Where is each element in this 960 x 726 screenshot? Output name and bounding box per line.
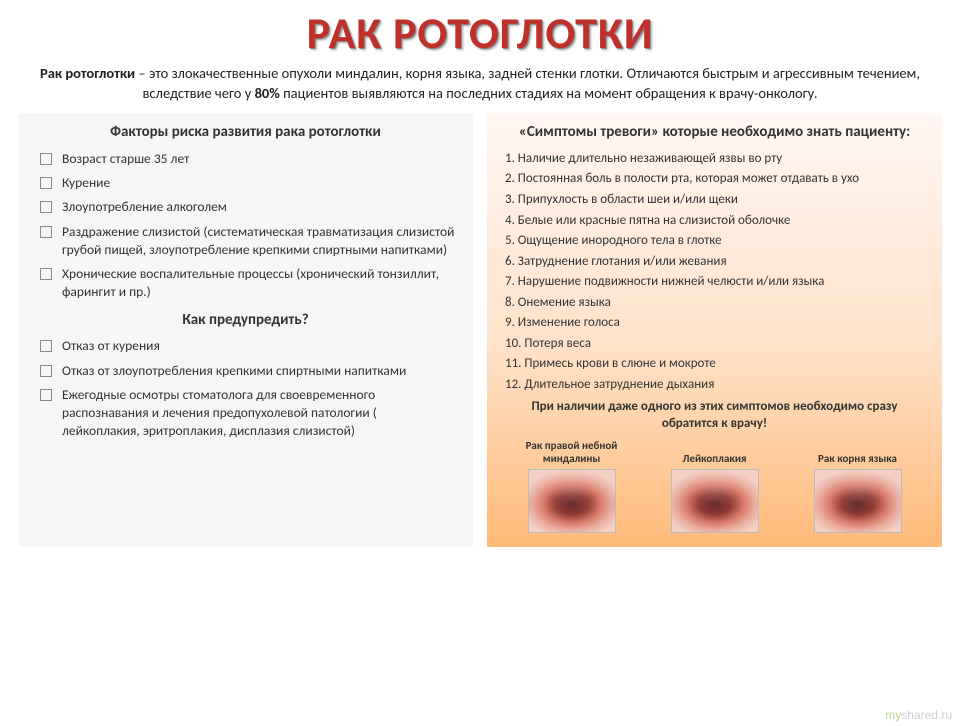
image-caption: Рак корня языка — [789, 439, 926, 465]
list-item: Курение — [38, 174, 457, 192]
risk-card: Факторы риска развития рака ротоглотки В… — [18, 113, 473, 547]
list-item: 10. Потеря веса — [505, 335, 926, 353]
list-item: 8. Онемение языка — [505, 294, 926, 312]
risk-list: Возраст старше 35 лет Курение Злоупотреб… — [34, 150, 457, 302]
image-row: Рак правой небной миндалины Лейкоплакия … — [503, 439, 926, 533]
symptoms-heading: «Симптомы тревоги» которые необходимо зн… — [503, 123, 926, 142]
symptoms-card: «Симптомы тревоги» которые необходимо зн… — [487, 113, 942, 547]
list-item: 2. Постоянная боль в полости рта, котора… — [505, 170, 926, 188]
intro-paragraph: Рак ротоглотки – это злокачественные опу… — [0, 60, 960, 113]
image-col: Рак корня языка — [789, 439, 926, 533]
list-item: Отказ от курения — [38, 337, 457, 355]
image-caption: Рак правой небной миндалины — [503, 439, 640, 465]
list-item: 9. Изменение голоса — [505, 314, 926, 332]
list-item: Ежегодные осмотры стоматолога для своевр… — [38, 386, 457, 441]
list-item: 6. Затруднение глотания и/или жевания — [505, 253, 926, 271]
list-item: Злоупотребление алкоголем — [38, 198, 457, 216]
list-item: 1. Наличие длительно незаживающей язвы в… — [505, 150, 926, 168]
medical-photo-placeholder — [528, 469, 616, 533]
intro-tail: пациентов выявляются на последних стадия… — [280, 84, 818, 102]
list-item: 12. Длительное затруднение дыхания — [505, 376, 926, 394]
image-col: Рак правой небной миндалины — [503, 439, 640, 533]
list-item: Хронические воспалительные процессы (хро… — [38, 265, 457, 301]
intro-term: Рак ротоглотки — [40, 64, 135, 82]
medical-photo-placeholder — [814, 469, 902, 533]
prevent-heading: Как предупредить? — [34, 311, 457, 329]
list-item: 7. Нарушение подвижности нижней челюсти … — [505, 273, 926, 291]
intro-pct: 80% — [255, 84, 280, 102]
risk-heading: Факторы риска развития рака ротоглотки — [34, 123, 457, 142]
medical-photo-placeholder — [671, 469, 759, 533]
list-item: Раздражение слизистой (систематическая т… — [38, 223, 457, 259]
list-item: Возраст старше 35 лет — [38, 150, 457, 168]
list-item: 11. Примесь крови в слюне и мокроте — [505, 355, 926, 373]
prevent-list: Отказ от курения Отказ от злоупотреблени… — [34, 337, 457, 440]
symptoms-list: 1. Наличие длительно незаживающей язвы в… — [503, 150, 926, 394]
warning-text: При наличии даже одного из этих симптомо… — [503, 399, 926, 433]
columns: Факторы риска развития рака ротоглотки В… — [0, 113, 960, 547]
image-caption: Лейкоплакия — [646, 439, 783, 465]
list-item: 4. Белые или красные пятна на слизистой … — [505, 212, 926, 230]
list-item: 5. Ощущение инородного тела в глотке — [505, 232, 926, 250]
page-title: РАК РОТОГЛОТКИ — [0, 6, 960, 60]
list-item: Отказ от злоупотребления крепкими спиртн… — [38, 362, 457, 380]
image-col: Лейкоплакия — [646, 439, 783, 533]
list-item: 3. Припухлость в области шеи и/или щеки — [505, 191, 926, 209]
